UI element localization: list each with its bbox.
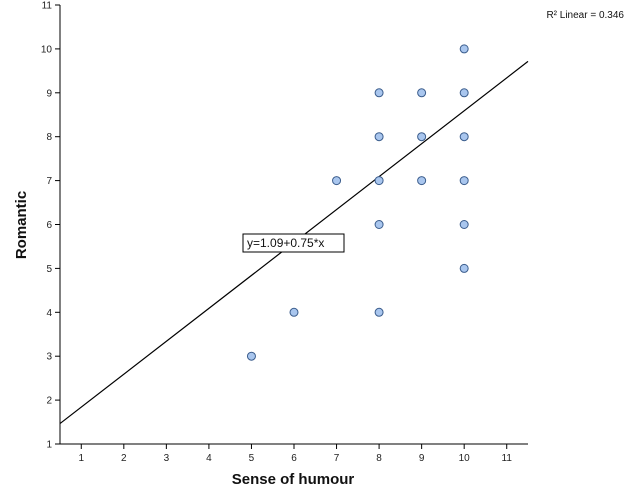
x-ticks: 1 2 3 4 5 6 7 8 9 10 11 <box>78 444 512 464</box>
x-tick-label: 3 <box>164 453 170 464</box>
y-tick-label: 6 <box>46 220 52 231</box>
fit-equation-label: y=1.09+0.75*x <box>247 236 324 250</box>
data-points <box>246 44 469 361</box>
x-axis-title: Sense of humour <box>232 471 355 488</box>
x-tick-label: 2 <box>121 453 127 464</box>
y-axis-title: Romantic <box>13 191 30 259</box>
y-tick-label: 3 <box>46 352 52 363</box>
data-point <box>459 88 469 98</box>
x-tick-label: 7 <box>334 453 340 464</box>
x-tick-label: 1 <box>78 453 84 464</box>
y-ticks: 1 2 3 4 5 6 7 8 9 10 11 <box>41 1 60 451</box>
x-tick-label: 8 <box>376 453 382 464</box>
y-tick-label: 1 <box>46 440 52 451</box>
data-point <box>417 88 427 98</box>
y-tick-label: 5 <box>46 264 52 275</box>
data-point <box>374 132 384 142</box>
data-point <box>459 176 469 186</box>
y-tick-label: 4 <box>46 308 52 319</box>
x-tick-label: 9 <box>419 453 425 464</box>
x-tick-label: 5 <box>249 453 255 464</box>
axes <box>59 5 528 445</box>
data-point <box>374 176 384 186</box>
y-tick-label: 10 <box>41 44 53 55</box>
x-tick-label: 6 <box>291 453 297 464</box>
y-tick-label: 11 <box>42 1 53 12</box>
data-point <box>374 307 384 317</box>
data-point <box>459 132 469 142</box>
data-point <box>459 220 469 229</box>
fit-equation-box: y=1.09+0.75*x <box>242 233 345 253</box>
data-point <box>246 351 256 361</box>
x-tick-label: 4 <box>206 453 212 464</box>
y-tick-label: 7 <box>46 176 52 187</box>
y-tick-label: 8 <box>46 132 52 143</box>
x-tick-label: 11 <box>502 453 513 464</box>
y-tick-label: 2 <box>46 396 52 407</box>
x-tick-label: 10 <box>459 453 471 464</box>
data-point <box>459 44 469 54</box>
fit-equation-frame <box>242 233 345 253</box>
y-tick-label: 9 <box>46 88 52 99</box>
data-point <box>374 88 384 98</box>
data-point <box>417 132 427 142</box>
data-point <box>332 176 342 186</box>
data-point <box>289 307 299 317</box>
r-squared-label: R² Linear = 0.346 <box>546 10 624 21</box>
data-point <box>417 176 427 186</box>
data-point <box>374 220 384 229</box>
data-point <box>459 263 469 273</box>
